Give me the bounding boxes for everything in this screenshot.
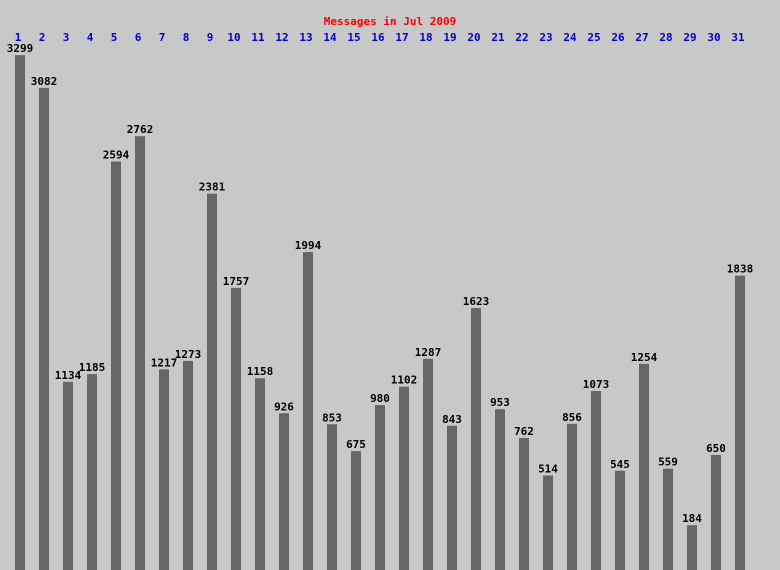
value-label: 980	[370, 392, 390, 405]
value-label: 2762	[127, 123, 154, 136]
value-label: 675	[346, 438, 366, 451]
bar	[735, 275, 745, 570]
bar	[351, 451, 361, 570]
bar	[231, 287, 241, 570]
value-label: 2594	[103, 149, 130, 162]
x-tick-label: 19	[443, 31, 456, 44]
value-label: 184	[682, 512, 702, 525]
x-tick-label: 12	[275, 31, 288, 44]
bar	[327, 424, 337, 570]
value-label: 1102	[391, 374, 418, 387]
bar	[687, 525, 697, 570]
x-tick-label: 20	[467, 31, 480, 44]
x-tick-label: 27	[635, 31, 648, 44]
x-tick-label: 14	[323, 31, 337, 44]
bar	[111, 161, 121, 570]
x-tick-label: 26	[611, 31, 625, 44]
value-label: 953	[490, 396, 510, 409]
x-tick-label: 8	[183, 31, 190, 44]
bar	[87, 374, 97, 570]
x-tick-label: 18	[419, 31, 432, 44]
value-label: 650	[706, 442, 726, 455]
bar	[495, 409, 505, 570]
value-label: 1273	[175, 348, 202, 361]
bar	[423, 358, 433, 570]
value-label: 926	[274, 400, 294, 413]
value-label: 559	[658, 456, 678, 469]
value-label: 853	[322, 411, 342, 424]
value-label: 545	[610, 458, 630, 471]
value-label: 1994	[295, 239, 322, 252]
x-tick-label: 7	[159, 31, 166, 44]
bar	[711, 454, 721, 570]
bar	[159, 369, 169, 570]
bar	[663, 468, 673, 570]
chart-title: Messages in Jul 2009	[324, 15, 456, 28]
x-tick-label: 4	[87, 31, 94, 44]
bar	[639, 363, 649, 570]
x-tick-label: 29	[683, 31, 696, 44]
value-label: 1287	[415, 346, 442, 359]
x-tick-label: 3	[63, 31, 70, 44]
bar	[255, 378, 265, 570]
x-tick-label: 16	[371, 31, 385, 44]
value-label: 1254	[631, 351, 658, 364]
x-tick-label: 17	[395, 31, 408, 44]
value-label: 1158	[247, 365, 274, 378]
value-label: 843	[442, 413, 462, 426]
value-label: 2381	[199, 181, 226, 194]
x-tick-label: 25	[587, 31, 600, 44]
x-tick-label: 28	[659, 31, 672, 44]
x-tick-label: 24	[563, 31, 577, 44]
bar	[375, 405, 385, 570]
bar	[183, 360, 193, 570]
bar	[63, 381, 73, 570]
value-label: 1217	[151, 356, 178, 369]
x-tick-label: 30	[707, 31, 720, 44]
value-label: 856	[562, 411, 582, 424]
bar	[447, 425, 457, 570]
bar	[519, 438, 529, 570]
bar	[207, 193, 217, 570]
value-label: 1073	[583, 378, 610, 391]
x-tick-label: 2	[39, 31, 46, 44]
x-tick-label: 22	[515, 31, 528, 44]
x-tick-label: 15	[347, 31, 360, 44]
x-tick-label: 13	[299, 31, 312, 44]
value-label: 1623	[463, 295, 490, 308]
x-tick-label: 10	[227, 31, 240, 44]
value-label: 1838	[727, 263, 754, 276]
x-tick-label: 11	[251, 31, 265, 44]
x-tick-label: 1	[15, 31, 22, 44]
bar	[591, 391, 601, 570]
value-label: 762	[514, 425, 534, 438]
bar	[303, 252, 313, 570]
x-tick-label: 21	[491, 31, 505, 44]
bar	[543, 475, 553, 570]
x-tick-label: 23	[539, 31, 552, 44]
bar	[39, 87, 49, 570]
bar	[471, 308, 481, 570]
bar	[15, 55, 25, 570]
bar	[279, 413, 289, 570]
value-label: 1134	[55, 369, 82, 382]
value-label: 3082	[31, 75, 58, 88]
value-label: 1757	[223, 275, 250, 288]
value-label: 1185	[79, 361, 106, 374]
bar	[135, 136, 145, 570]
value-label: 3299	[7, 42, 34, 55]
value-label: 514	[538, 462, 558, 475]
x-tick-label: 9	[207, 31, 214, 44]
bar	[399, 386, 409, 570]
x-tick-label: 31	[731, 31, 745, 44]
x-tick-label: 6	[135, 31, 142, 44]
bar	[615, 470, 625, 570]
bar	[567, 423, 577, 570]
x-tick-label: 5	[111, 31, 118, 44]
